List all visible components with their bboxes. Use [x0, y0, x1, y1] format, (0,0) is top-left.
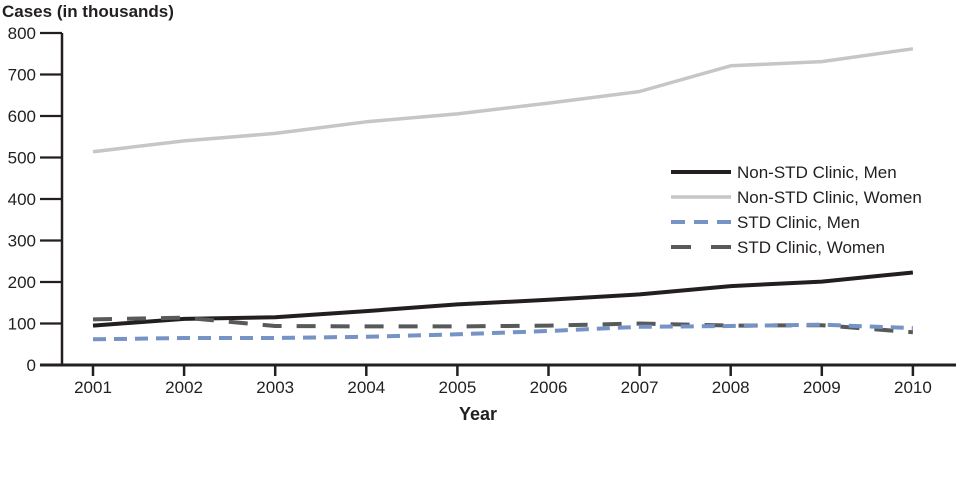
series-line-non-std-clinic-women [92, 47, 914, 154]
y-tick-label: 700 [8, 66, 36, 85]
x-tick-label: 2006 [530, 378, 568, 397]
legend-label-std-clinic-men: STD Clinic, Men [737, 213, 860, 232]
legend: Non-STD Clinic, Men Non-STD Clinic, Women… [671, 163, 922, 257]
x-tick-label: 2003 [256, 378, 294, 397]
y-tick-label: 100 [8, 315, 36, 334]
y-tick-label: 300 [8, 232, 36, 251]
x-tick-label: 2004 [347, 378, 385, 397]
y-tick-label: 0 [27, 356, 36, 375]
x-tick-label: 2010 [894, 378, 932, 397]
x-tick-label: 2002 [165, 378, 203, 397]
y-tick-label: 800 [8, 24, 36, 43]
x-tick-label: 2009 [803, 378, 841, 397]
y-tick-label: 600 [8, 107, 36, 126]
legend-item-non-std-clinic-women: Non-STD Clinic, Women [671, 188, 922, 207]
y-tick-label: 400 [8, 190, 36, 209]
legend-label-std-clinic-women: STD Clinic, Women [737, 238, 885, 257]
x-tick-label: 2001 [74, 378, 112, 397]
legend-label-non-std-clinic-men: Non-STD Clinic, Men [737, 163, 897, 182]
legend-label-non-std-clinic-women: Non-STD Clinic, Women [737, 188, 922, 207]
x-tick-label: 2005 [438, 378, 476, 397]
x-tick-label: 2007 [621, 378, 659, 397]
y-axis-ticks: 0 100 200 300 400 500 600 700 800 [8, 24, 62, 375]
series-line-non-std-clinic-men [92, 270, 914, 328]
y-tick-label: 200 [8, 273, 36, 292]
x-tick-label: 2008 [712, 378, 750, 397]
y-tick-label: 500 [8, 149, 36, 168]
x-axis-label: Year [458, 404, 498, 424]
series-line-std-clinic-men [92, 322, 913, 342]
legend-item-std-clinic-women: STD Clinic, Women [671, 238, 885, 257]
y-axis-title: Cases (in thousands) [2, 2, 174, 21]
legend-item-std-clinic-men: STD Clinic, Men [671, 213, 860, 232]
legend-item-non-std-clinic-men: Non-STD Clinic, Men [671, 163, 897, 182]
x-axis-ticks: 2001 2002 2003 2004 2005 2006 2007 2008 2009 2010 [74, 365, 932, 397]
